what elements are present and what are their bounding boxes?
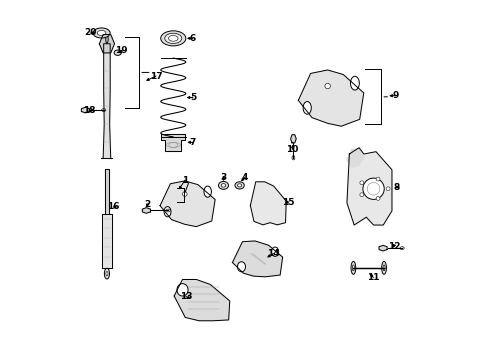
Polygon shape <box>102 215 112 268</box>
Circle shape <box>376 177 380 181</box>
Ellipse shape <box>93 28 110 38</box>
Text: 19: 19 <box>115 46 127 55</box>
Ellipse shape <box>106 35 108 43</box>
Polygon shape <box>347 148 392 225</box>
Circle shape <box>360 181 364 185</box>
Ellipse shape <box>177 284 188 296</box>
Ellipse shape <box>238 184 242 187</box>
Polygon shape <box>347 149 364 167</box>
Text: 4: 4 <box>242 173 248 182</box>
Circle shape <box>363 178 384 199</box>
Polygon shape <box>232 241 283 277</box>
Ellipse shape <box>400 247 404 249</box>
Ellipse shape <box>303 102 311 114</box>
Circle shape <box>376 197 380 201</box>
Ellipse shape <box>271 247 279 256</box>
Ellipse shape <box>164 207 171 217</box>
Ellipse shape <box>238 262 245 272</box>
Ellipse shape <box>169 36 178 41</box>
Ellipse shape <box>166 209 171 212</box>
Ellipse shape <box>235 182 245 189</box>
Polygon shape <box>99 35 115 53</box>
Circle shape <box>182 192 187 196</box>
Text: 7: 7 <box>190 138 196 147</box>
Polygon shape <box>160 181 215 226</box>
Polygon shape <box>101 44 112 158</box>
Text: 8: 8 <box>394 183 400 192</box>
Ellipse shape <box>101 109 106 112</box>
Polygon shape <box>298 70 364 126</box>
Text: 16: 16 <box>107 202 120 211</box>
Text: 3: 3 <box>220 173 226 182</box>
Polygon shape <box>81 107 90 113</box>
Polygon shape <box>174 279 230 321</box>
Ellipse shape <box>204 186 211 197</box>
Circle shape <box>360 193 364 197</box>
Circle shape <box>325 83 330 89</box>
Text: 1: 1 <box>182 176 188 185</box>
Ellipse shape <box>104 268 109 279</box>
Polygon shape <box>161 134 186 151</box>
Text: 18: 18 <box>83 105 95 114</box>
Text: 9: 9 <box>392 91 399 100</box>
Ellipse shape <box>114 50 122 55</box>
Ellipse shape <box>292 156 295 160</box>
Text: 13: 13 <box>179 292 192 301</box>
Text: 17: 17 <box>150 72 162 81</box>
Polygon shape <box>105 169 108 215</box>
Text: 14: 14 <box>268 249 280 258</box>
Text: 15: 15 <box>282 198 294 207</box>
Ellipse shape <box>352 265 354 271</box>
Text: 12: 12 <box>388 242 400 251</box>
Ellipse shape <box>97 31 106 36</box>
Text: 6: 6 <box>190 34 196 43</box>
Text: 10: 10 <box>287 145 299 154</box>
Ellipse shape <box>382 261 387 274</box>
Ellipse shape <box>350 76 359 90</box>
Ellipse shape <box>165 33 182 44</box>
Ellipse shape <box>219 181 228 189</box>
Polygon shape <box>142 208 150 213</box>
Polygon shape <box>250 182 286 225</box>
Ellipse shape <box>161 31 186 46</box>
Circle shape <box>386 187 390 191</box>
Ellipse shape <box>221 184 226 187</box>
Text: 5: 5 <box>190 93 196 102</box>
Text: 2: 2 <box>145 200 150 209</box>
Polygon shape <box>379 245 387 251</box>
Polygon shape <box>291 135 296 143</box>
Text: 11: 11 <box>367 273 380 282</box>
Ellipse shape <box>383 265 385 271</box>
Ellipse shape <box>351 261 356 274</box>
Text: 20: 20 <box>84 28 96 37</box>
Ellipse shape <box>106 271 108 276</box>
